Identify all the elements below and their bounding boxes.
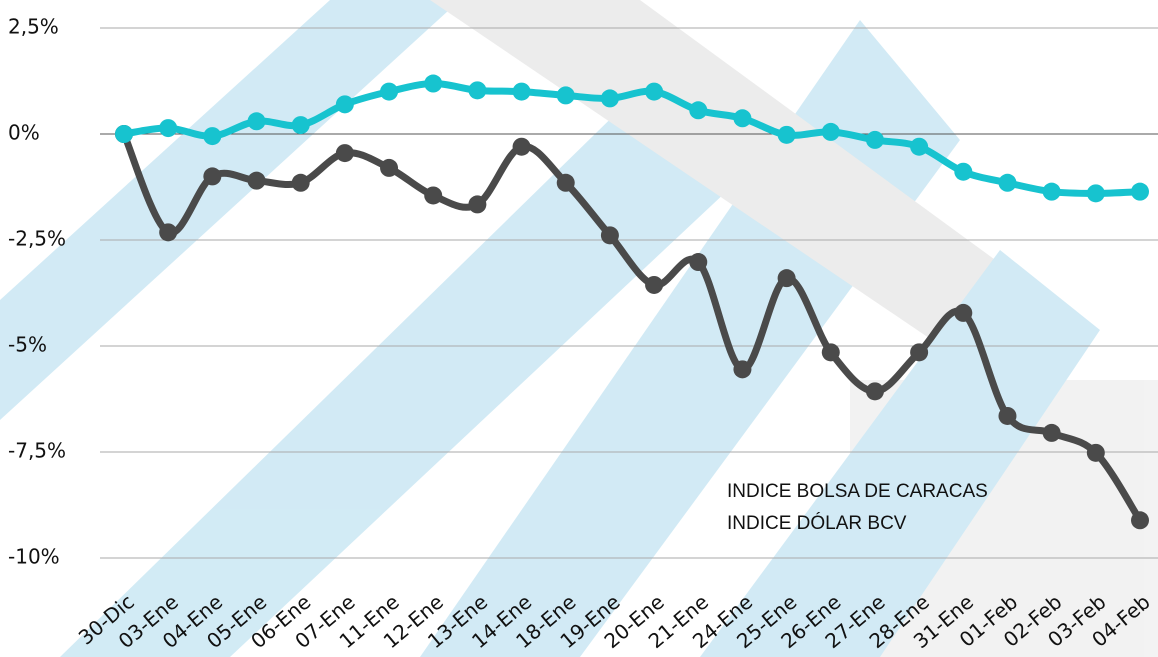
point — [557, 86, 575, 104]
point — [513, 83, 531, 101]
point — [1043, 424, 1061, 442]
point — [159, 223, 177, 241]
point — [601, 89, 619, 107]
point — [336, 144, 354, 162]
legend-label: INDICE BOLSA DE CARACAS — [727, 481, 988, 502]
point — [115, 125, 133, 143]
point — [336, 95, 354, 113]
point — [468, 81, 486, 99]
point — [954, 163, 972, 181]
point — [1087, 444, 1105, 462]
point — [645, 276, 663, 294]
point — [689, 101, 707, 119]
point — [424, 186, 442, 204]
point — [1043, 183, 1061, 201]
point — [733, 109, 751, 127]
point — [689, 253, 707, 271]
point — [601, 226, 619, 244]
point — [424, 75, 442, 93]
point — [203, 167, 221, 185]
point — [733, 360, 751, 378]
y-tick-label: -10% — [8, 545, 60, 569]
point — [203, 127, 221, 145]
point — [954, 304, 972, 322]
point — [557, 174, 575, 192]
point — [1131, 511, 1149, 529]
point — [866, 382, 884, 400]
point — [1131, 183, 1149, 201]
point — [380, 83, 398, 101]
point — [159, 119, 177, 137]
chart: 2,5%0%-2,5%-5%-7,5%-10%30-Dic03-Ene04-En… — [0, 0, 1158, 657]
point — [778, 126, 796, 144]
y-tick-label: -7,5% — [8, 439, 66, 463]
y-tick-label: 2,5% — [8, 15, 59, 39]
point — [822, 343, 840, 361]
point — [998, 407, 1016, 425]
y-tick-label: 0% — [8, 121, 40, 145]
point — [468, 195, 486, 213]
point — [248, 112, 266, 130]
point — [822, 123, 840, 141]
point — [866, 131, 884, 149]
point — [910, 343, 928, 361]
point — [998, 174, 1016, 192]
point — [778, 269, 796, 287]
y-tick-label: -5% — [8, 333, 47, 357]
point — [292, 116, 310, 134]
point — [1087, 184, 1105, 202]
point — [248, 172, 266, 190]
point — [513, 138, 531, 156]
point — [380, 159, 398, 177]
point — [910, 138, 928, 156]
legend-label: INDICE DÓLAR BCV — [727, 512, 907, 534]
point — [645, 83, 663, 101]
y-tick-label: -2,5% — [8, 227, 66, 251]
point — [292, 174, 310, 192]
